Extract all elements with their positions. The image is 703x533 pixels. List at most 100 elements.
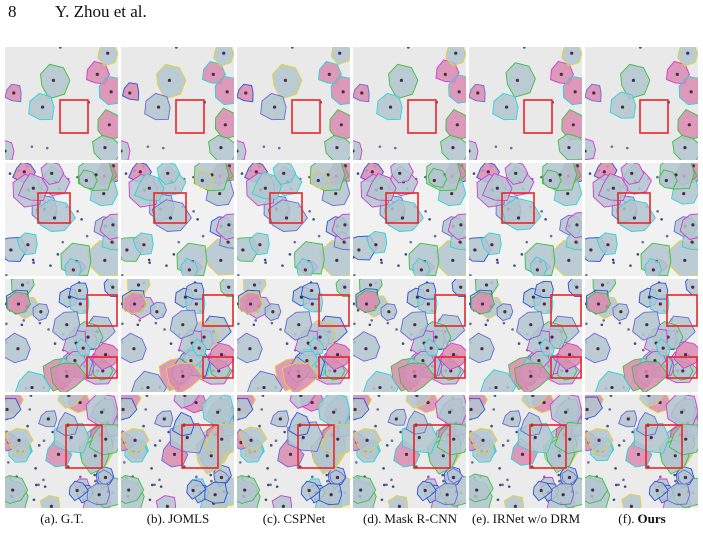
debris xyxy=(610,145,614,148)
nucleus xyxy=(404,452,409,456)
highlight-box xyxy=(617,192,651,224)
image-panel xyxy=(237,395,350,508)
nucleus xyxy=(515,78,520,82)
nucleus xyxy=(306,341,310,345)
nucleus xyxy=(194,400,198,405)
debris xyxy=(606,424,609,428)
debris xyxy=(638,47,642,49)
debris xyxy=(602,319,606,322)
nucleus xyxy=(335,258,339,262)
nucleus xyxy=(40,105,45,109)
nucleus xyxy=(9,248,13,252)
cell xyxy=(353,140,363,160)
nucleus xyxy=(535,268,539,272)
nucleus xyxy=(341,90,345,94)
nucleus xyxy=(93,454,97,458)
debris xyxy=(5,273,8,276)
nucleus xyxy=(318,335,322,339)
cell xyxy=(620,63,651,100)
nucleus xyxy=(529,374,533,378)
panel-content xyxy=(237,47,350,160)
nucleus xyxy=(95,72,99,76)
debris xyxy=(34,483,38,487)
nucleus xyxy=(421,358,425,363)
nucleus xyxy=(564,410,568,414)
nucleus xyxy=(537,358,541,363)
nucleus xyxy=(49,504,53,508)
cell xyxy=(353,398,370,421)
cell xyxy=(451,279,466,297)
cell xyxy=(194,169,214,190)
cell xyxy=(388,63,419,100)
nucleus xyxy=(219,146,223,150)
cell xyxy=(435,395,466,425)
nucleus xyxy=(399,78,404,82)
debris xyxy=(636,253,640,256)
nucleus xyxy=(111,223,115,227)
nucleus xyxy=(388,105,393,109)
cell xyxy=(428,167,448,189)
cell xyxy=(387,495,409,508)
cell xyxy=(99,213,118,240)
nucleus xyxy=(490,243,494,247)
nucleus xyxy=(67,395,71,397)
caption-method: Mask R-CNN xyxy=(384,511,457,526)
nucleus xyxy=(5,149,7,153)
nucleus xyxy=(211,72,215,76)
debris xyxy=(209,473,213,477)
debris xyxy=(386,321,390,325)
cell xyxy=(644,257,662,276)
nucleus xyxy=(459,285,463,289)
debris xyxy=(93,473,97,477)
highlight-box xyxy=(181,424,219,469)
nucleus xyxy=(649,435,653,440)
cell xyxy=(330,75,350,106)
nucleus xyxy=(30,385,34,390)
panel-content xyxy=(469,163,582,276)
nucleus xyxy=(398,171,402,175)
cell xyxy=(448,74,466,104)
nucleus xyxy=(681,369,685,373)
debris xyxy=(498,483,502,487)
nucleus xyxy=(400,216,405,220)
nucleus xyxy=(86,335,90,339)
debris xyxy=(177,240,181,244)
debris xyxy=(674,479,677,483)
debris xyxy=(557,473,561,477)
debris xyxy=(136,323,140,327)
nucleus xyxy=(51,78,56,82)
nucleus xyxy=(548,178,552,183)
nucleus xyxy=(75,488,79,493)
nucleus xyxy=(445,493,449,497)
debris xyxy=(138,319,142,322)
debris xyxy=(38,321,42,325)
nucleus xyxy=(520,452,525,456)
nucleus xyxy=(571,123,575,127)
nucleus xyxy=(394,417,398,421)
image-panel xyxy=(237,279,350,392)
cell xyxy=(562,75,582,106)
nucleus xyxy=(484,283,489,287)
debris xyxy=(269,444,273,447)
debris xyxy=(158,439,162,442)
nucleus xyxy=(567,353,572,357)
debris xyxy=(79,475,82,479)
debris xyxy=(631,430,634,434)
nucleus xyxy=(542,288,546,293)
nucleus xyxy=(459,223,463,227)
debris xyxy=(588,172,592,175)
nucleus xyxy=(415,395,419,397)
debris xyxy=(258,424,261,428)
nucleus xyxy=(106,51,110,55)
nucleus xyxy=(239,440,243,445)
nucleus xyxy=(325,454,329,458)
highlight-box xyxy=(666,356,698,379)
cell xyxy=(165,362,204,392)
debris xyxy=(266,467,269,470)
debris xyxy=(20,323,24,327)
highlight-box xyxy=(407,99,437,134)
nucleus xyxy=(454,51,458,55)
nucleus xyxy=(542,302,546,306)
debris xyxy=(608,408,612,411)
image-panel xyxy=(5,395,118,508)
